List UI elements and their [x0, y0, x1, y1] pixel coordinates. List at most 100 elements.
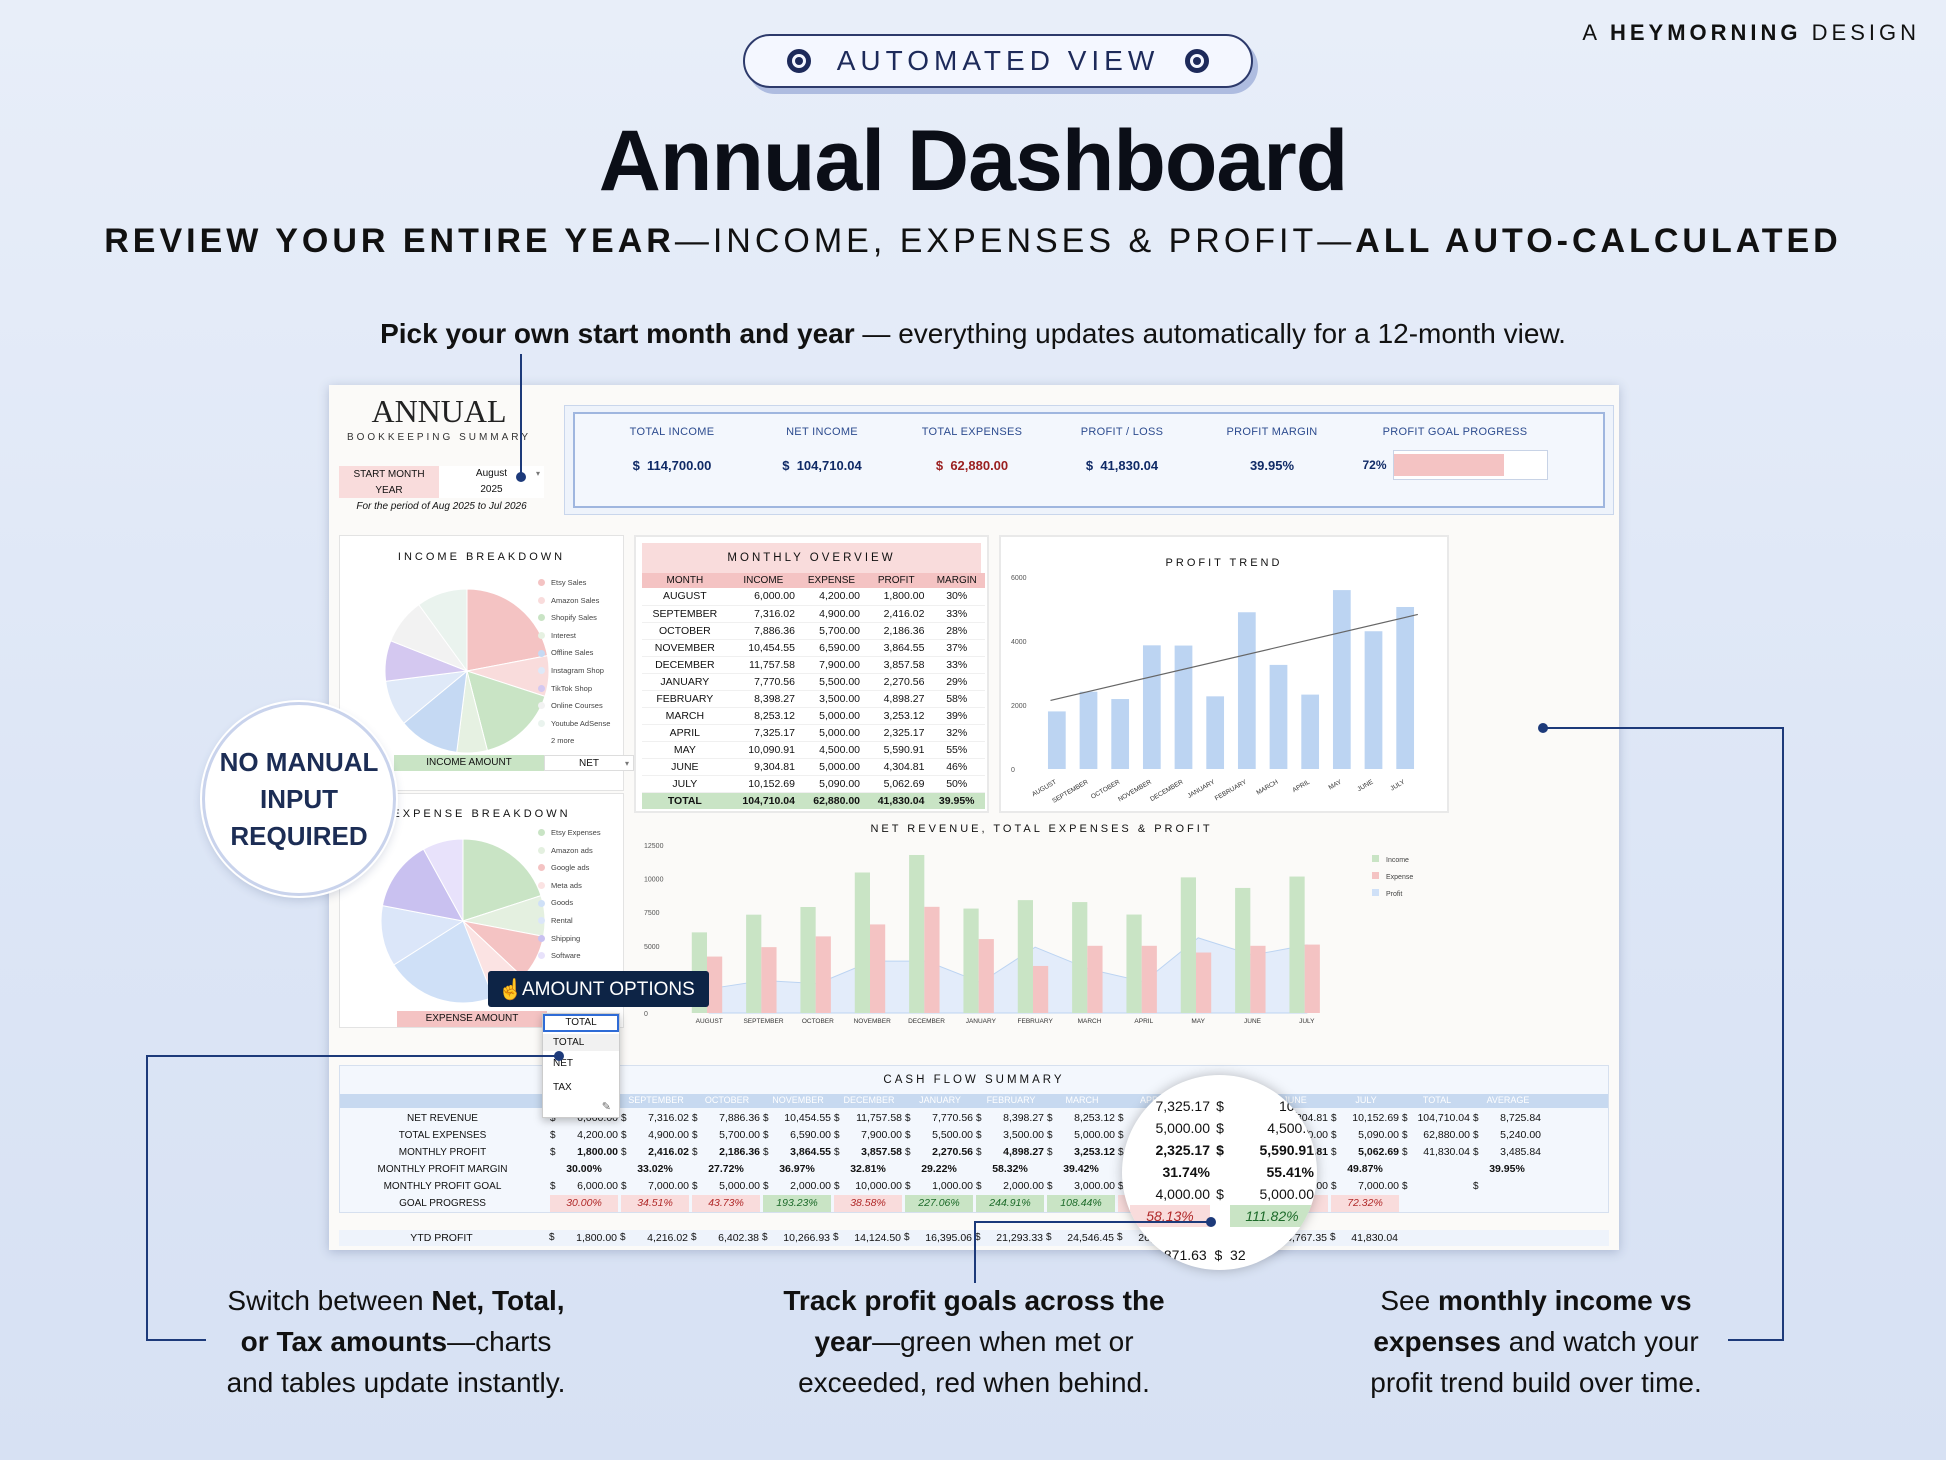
table-cell: 3,253.12 — [883, 709, 925, 722]
magnifier-cell: 7,325.17 — [1155, 1098, 1211, 1114]
currency-sign: $ — [905, 1130, 911, 1141]
table-cell: 38.58% — [834, 1195, 902, 1212]
table-total-cell: 39.95% — [938, 794, 975, 807]
page-title: Annual Dashboard — [598, 113, 1349, 209]
table-cell: 5,000.00 — [819, 709, 861, 722]
legend-label: Instagram Shop — [551, 665, 604, 675]
income-bar — [1126, 914, 1142, 1013]
y-tick-label: 0 — [644, 1011, 648, 1018]
currency-sign: $ — [1046, 1232, 1052, 1243]
amount-option-net[interactable]: NET — [553, 1058, 573, 1069]
income-bar — [963, 908, 979, 1013]
x-tick-label: JULY — [1389, 778, 1406, 792]
currency-sign: $ — [550, 1113, 556, 1124]
kpi-label: PROFIT / LOSS — [1080, 426, 1164, 438]
caption-bold: or Tax amounts — [240, 1326, 448, 1357]
amount-option-total[interactable]: TOTAL — [543, 1034, 619, 1051]
x-tick-label: DECEMBER — [1149, 779, 1185, 804]
magnifier-bottom: .871.63 $ 32 — [1160, 1247, 1246, 1263]
edit-pencil-icon[interactable]: ✎ — [601, 1101, 611, 1113]
legend-label: 2 more — [551, 736, 575, 746]
table-cell: 3,500.00 — [1003, 1129, 1044, 1141]
caption-text: profit trend build over time. — [1370, 1367, 1702, 1398]
table-cell: 16,395.06 — [925, 1232, 972, 1244]
income-breakdown-title: INCOME BREAKDOWN — [397, 551, 566, 563]
currency-sign: $ — [1402, 1181, 1408, 1192]
table-header-cell: INCOME — [743, 575, 784, 586]
table-cell: MARCH — [665, 709, 705, 722]
connector-line — [146, 1055, 560, 1057]
amount-option-tax[interactable]: TAX — [553, 1082, 572, 1093]
profit-area — [708, 937, 1308, 1014]
currency-sign: $ — [692, 1113, 698, 1124]
amount-option-input[interactable]: TOTAL — [543, 1014, 619, 1032]
currency-sign: $ — [833, 1232, 839, 1243]
table-cell: 5,090.00 — [819, 777, 861, 790]
table-cell: FEBRUARY — [656, 692, 714, 705]
legend-item: Amazon ads — [538, 842, 601, 860]
kpi-value: 62,880.00 — [950, 458, 1009, 473]
table-cell: 21,293.33 — [996, 1232, 1043, 1244]
legend-swatch — [538, 702, 545, 710]
currency-sign: $ — [976, 1130, 982, 1141]
table-row: MONTHLY PROFIT GOAL $6,000.00 $7,000.00 $5,… — [340, 1178, 1608, 1195]
kpi-total-income: TOTAL INCOME $ 114,700.00 — [597, 426, 747, 473]
table-cell: 6,590.00 — [790, 1129, 831, 1141]
magnifier-cell: 4,000.00 — [1155, 1186, 1211, 1202]
currency-sign: $ — [1473, 1130, 1479, 1141]
legend-label: Profit — [1386, 891, 1402, 898]
cash-flow-month-header: JUNE — [1283, 1095, 1307, 1105]
year-input[interactable]: 2025 — [439, 482, 544, 498]
x-tick-label: FEBRUARY — [1214, 778, 1249, 802]
table-total-cell: 41,830.04 — [877, 794, 925, 807]
table-cell: 7,900.00 — [861, 1129, 902, 1141]
table-cell: 32% — [946, 726, 968, 739]
amount-options-dropdown: TOTAL TOTAL NET TAX ✎ — [542, 1013, 620, 1118]
currency-sign: $ — [550, 1130, 556, 1141]
table-cell: 37% — [946, 641, 968, 654]
legend-item: 2 more — [538, 732, 610, 750]
currency-sign: $ — [621, 1113, 627, 1124]
start-month-dropdown[interactable]: August ▾ — [439, 466, 544, 482]
table-cell: 7,770.56 — [932, 1112, 973, 1124]
kpi-currency: $ — [1085, 458, 1094, 473]
table-cell: 7,316.02 — [754, 607, 795, 620]
currency-sign: $ — [905, 1181, 911, 1192]
x-tick-label: JANUARY — [966, 1018, 997, 1025]
income-bar — [800, 907, 816, 1013]
legend-swatch — [538, 684, 545, 692]
legend-label: Income — [1386, 857, 1409, 864]
currency-sign: $ — [1047, 1147, 1053, 1158]
table-row: NET REVENUE $6,000.00 $7,316.02 $7,886.36 $1… — [340, 1110, 1608, 1127]
table-cell: 2,270.56 — [932, 1146, 973, 1158]
table-row: OCTOBER 7,886.36 5,700.00 2,186.36 28% — [642, 622, 985, 639]
table-cell: 4,898.27 — [1003, 1146, 1044, 1158]
currency-sign: $ — [1473, 1181, 1479, 1192]
caption-text: Switch between — [227, 1285, 432, 1316]
table-cell: 14,124.50 — [854, 1232, 901, 1244]
table-row: AUGUST 6,000.00 4,200.00 1,800.00 30% — [642, 588, 985, 605]
table-cell: 2,325.17 — [883, 726, 925, 739]
pie-slice — [462, 838, 542, 922]
legend-label: Rental — [551, 915, 573, 925]
table-cell: 43.73% — [692, 1195, 760, 1212]
cash-flow-month-header: JANUARY — [919, 1095, 961, 1105]
income-amount-dropdown[interactable]: NET ▾ — [544, 755, 634, 771]
kpi-value: 104,710.04 — [796, 458, 862, 473]
pie-slice — [466, 670, 546, 752]
table-cell: 8,398.27 — [1003, 1112, 1044, 1124]
legend-label: Youtube AdSense — [551, 718, 611, 728]
currency-sign: $ — [1331, 1181, 1337, 1192]
table-row: DECEMBER 11,757.58 7,900.00 3,857.58 33% — [642, 656, 985, 673]
table-cell: 10,266.93 — [783, 1232, 830, 1244]
table-cell: 1,000.00 — [932, 1180, 973, 1192]
start-selector: START MONTH August ▾ YEAR 2025 For the pe… — [339, 466, 544, 512]
profit-bar — [1364, 631, 1383, 769]
currency-sign: $ — [763, 1130, 769, 1141]
expense-bar — [761, 947, 777, 1013]
expense-breakdown-title: EXPENSE BREAKDOWN — [392, 808, 571, 820]
legend-swatch — [538, 952, 545, 960]
pie-slice — [381, 848, 464, 922]
table-row: GOAL PROGRESS 30.00% 34.51% 43.73% 193.23% 38… — [340, 1195, 1608, 1212]
